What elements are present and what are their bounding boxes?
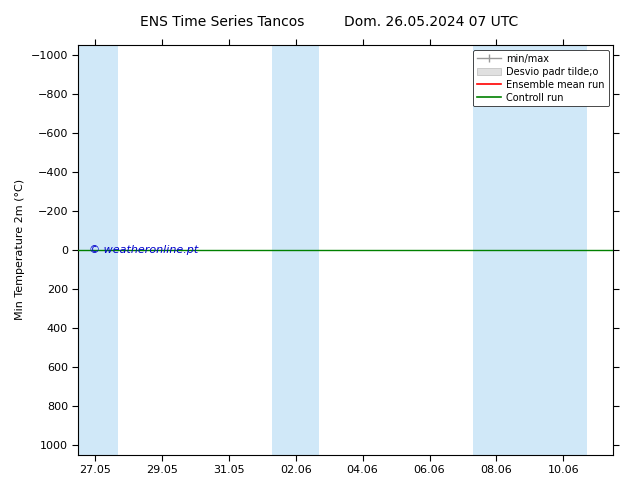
Bar xyxy=(79,45,119,455)
Bar xyxy=(273,45,319,455)
Text: © weatheronline.pt: © weatheronline.pt xyxy=(89,245,198,255)
Text: ENS Time Series Tancos: ENS Time Series Tancos xyxy=(139,15,304,29)
Legend: min/max, Desvio padr tilde;o, Ensemble mean run, Controll run: min/max, Desvio padr tilde;o, Ensemble m… xyxy=(473,50,609,106)
Y-axis label: Min Temperature 2m (°C): Min Temperature 2m (°C) xyxy=(15,179,25,320)
Text: Dom. 26.05.2024 07 UTC: Dom. 26.05.2024 07 UTC xyxy=(344,15,518,29)
Bar xyxy=(473,45,586,455)
